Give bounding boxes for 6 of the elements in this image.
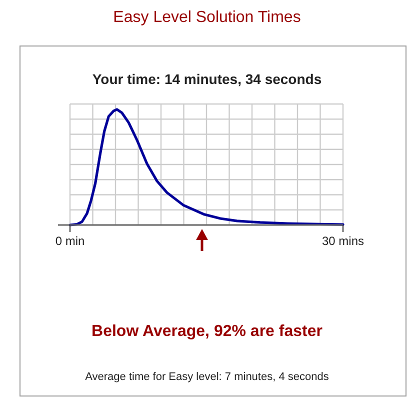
chart-subtitle: Your time: 14 minutes, 34 seconds (92, 71, 322, 87)
x-tick-label: 0 min (55, 234, 85, 248)
x-tick-label: 30 mins (322, 234, 364, 248)
text: Below Average, 92% are faster (92, 323, 322, 340)
chart-title: Easy Level Solution Times (113, 9, 301, 26)
text: Average time for Easy level: 7 minutes, 4 seconds (85, 371, 330, 383)
